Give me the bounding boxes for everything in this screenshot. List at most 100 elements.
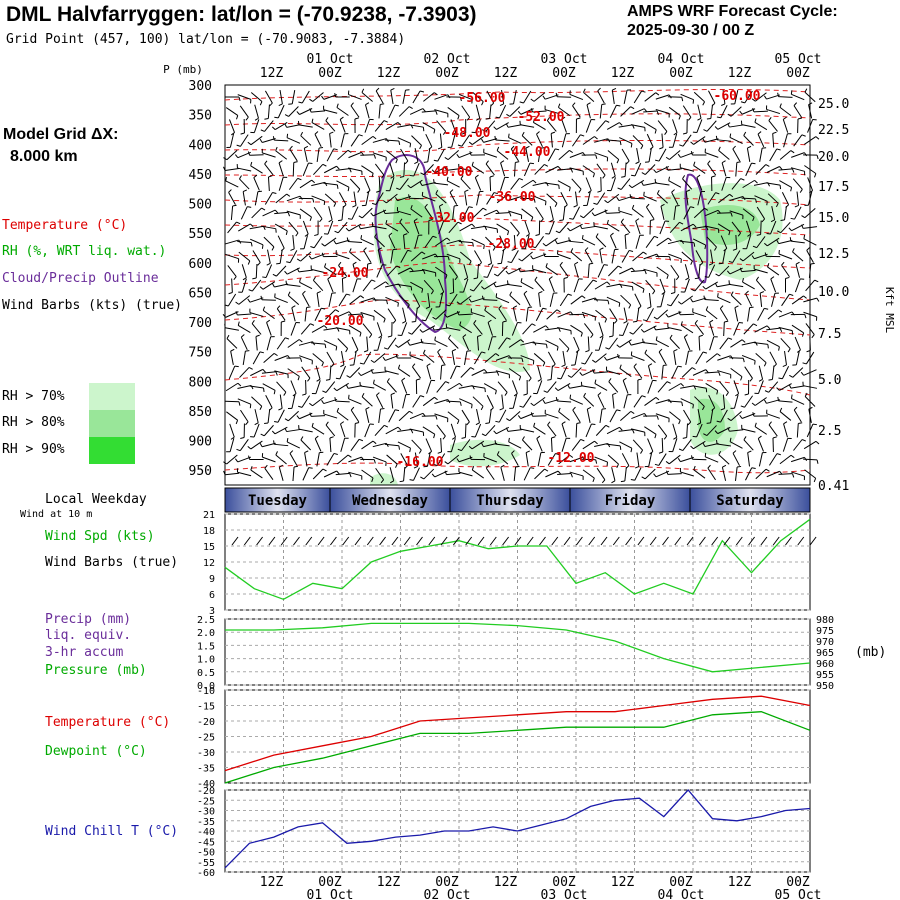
wind-barb-flag (371, 477, 374, 482)
wind-barb-flag (247, 141, 252, 146)
wind-barb (571, 134, 581, 147)
wind-barb-flag (694, 319, 698, 324)
temperature-panel-tick-label: -10 (197, 686, 215, 697)
wind-barb (340, 351, 345, 365)
wind-barb-flag (463, 277, 468, 281)
wind-barb (532, 182, 547, 186)
wind-barb-flag (728, 260, 733, 263)
wind-barb-flag (546, 117, 551, 121)
wind-barb (561, 119, 567, 133)
wind-barb-flag (680, 383, 685, 387)
wind-barb (446, 327, 461, 331)
wind-barb (623, 307, 628, 322)
wind-barb (704, 299, 719, 301)
wind-barb (581, 297, 596, 303)
wind-barb-flag (641, 476, 646, 480)
wind-barb (274, 355, 288, 361)
wind-barb-flag (557, 377, 562, 380)
wind-barb (279, 90, 283, 104)
wind-barb (348, 151, 362, 159)
wind-barb (511, 453, 519, 466)
wind-barb-flag (361, 88, 365, 93)
wind-barb (608, 265, 619, 277)
wind-barb-flag (538, 291, 543, 294)
wind-barb (473, 323, 483, 335)
wind-barb-flag (716, 116, 721, 119)
wind-barb (532, 342, 547, 345)
wind-barb-flag (445, 381, 450, 384)
wind-barb (633, 395, 643, 408)
wind-barb (384, 139, 399, 142)
wind-barb (267, 408, 271, 424)
wind-barb (350, 105, 360, 118)
wind-barb-flag (378, 335, 383, 339)
wind-barb (718, 150, 730, 160)
wind-barb-flag (594, 440, 598, 445)
wind-barb-flag (617, 353, 620, 358)
wind-barb (791, 295, 804, 305)
wind-barb (497, 265, 508, 277)
wind-barb (520, 428, 535, 433)
wind-barb (522, 366, 532, 379)
wind-barb (520, 341, 535, 346)
wind-barb (645, 206, 655, 220)
wind-barb (474, 250, 482, 263)
wind-barb (741, 124, 756, 128)
wind-barb-flag (297, 177, 302, 181)
wind-barb (448, 338, 459, 349)
wind-barb (586, 191, 591, 206)
wind-barb-flag (751, 467, 756, 470)
wind-barb (755, 164, 767, 175)
wind-barb-flag (671, 189, 675, 193)
wind-barb (658, 351, 667, 365)
wind-barb-flag (365, 406, 370, 410)
wind-barb (746, 235, 752, 249)
wind-barb-flag (765, 468, 770, 472)
wind-barb-flag (719, 305, 724, 309)
wind-barb (397, 284, 412, 287)
wind-barb-flag (799, 189, 803, 193)
wind-barb-flag (518, 267, 521, 272)
wind-barb (532, 195, 547, 202)
wind-barb (262, 152, 276, 158)
wind-barb-flag (275, 371, 278, 376)
wind-barb (459, 295, 472, 305)
wind-barb (631, 108, 645, 115)
wind-barb-flag (492, 246, 496, 251)
surface-wind-barb (625, 536, 632, 546)
wind-barb (311, 122, 325, 130)
wind-barb (656, 309, 669, 320)
wind-barb-flag (310, 323, 315, 326)
wind-barb-flag (408, 332, 413, 335)
wind-barb-flag (225, 176, 227, 181)
wind-barb (606, 122, 620, 130)
wind-barb-flag (654, 434, 657, 439)
wind-barb-flag (347, 454, 352, 458)
wind-barb-flag (468, 141, 473, 145)
wind-barb-flag (790, 90, 793, 95)
wind-barb-flag (670, 292, 676, 295)
wind-barb (803, 297, 817, 303)
wind-barb-flag (284, 427, 288, 432)
bottom-hour-tick-label: 12Z (611, 875, 635, 890)
wind-barb-flag (496, 451, 500, 456)
wind-barb-flag (461, 132, 466, 135)
wind-barb (237, 94, 252, 100)
wind-barb-flag (768, 421, 772, 426)
wind-barb-flag (371, 279, 376, 282)
wind-barb (224, 168, 240, 171)
wind-barb (570, 324, 583, 334)
wind-barb (581, 225, 596, 230)
wind-barb (361, 469, 374, 479)
wind-barb-flag (519, 405, 524, 408)
wind-barb (646, 308, 654, 321)
wind-barb-flag (397, 364, 401, 369)
wind-barb-flag (721, 103, 726, 106)
wind-barb-flag (640, 145, 644, 150)
wind-barb (388, 104, 396, 119)
wind-barb (476, 336, 480, 351)
wind-barb (796, 423, 799, 438)
wind-barb (692, 297, 707, 303)
wind-barb-flag (768, 378, 773, 381)
wind-barb-flag (536, 435, 541, 439)
